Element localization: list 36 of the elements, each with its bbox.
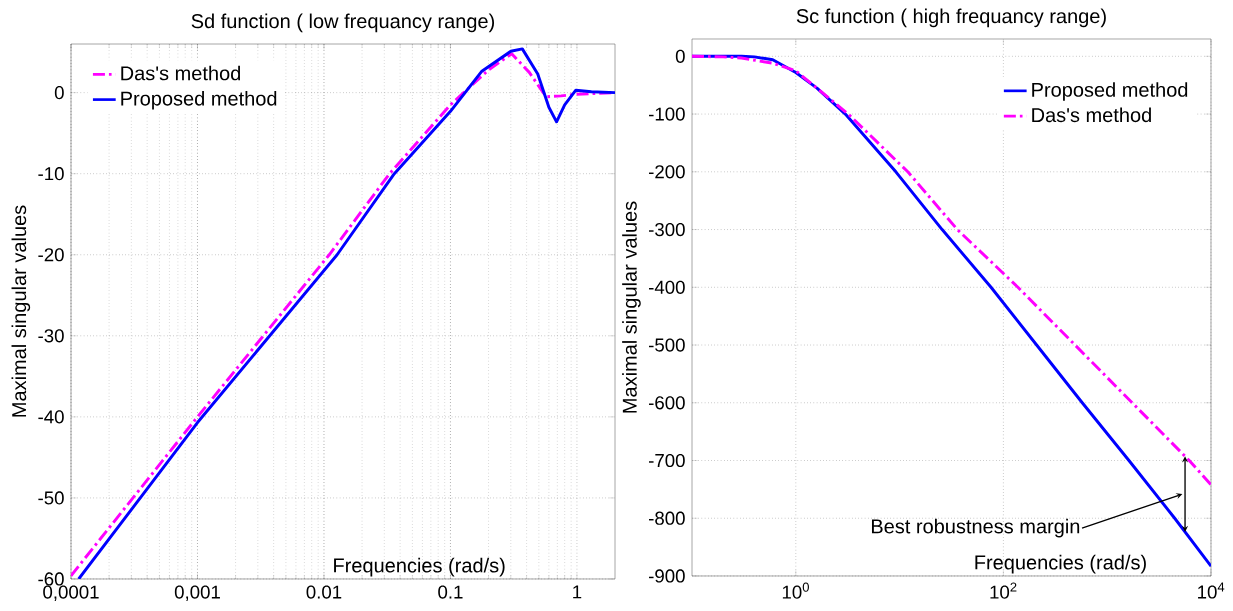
annotation: Best robustness margin (871, 518, 1080, 538)
y-tick-label: -50 (38, 491, 64, 505)
x-tick-label: 0,0001 (43, 585, 99, 601)
x-tick-label: 10$^{0}$ (782, 582, 809, 599)
y-tick-label: -60 (38, 572, 64, 586)
x-tick-label: 0,001 (174, 585, 220, 601)
y-tick-label: -700 (648, 453, 685, 468)
y-tick-label: -300 (648, 222, 685, 237)
y-axis-title: Maximal singular values (11, 205, 31, 417)
legend-label: Proposed method (121, 90, 277, 110)
chart-title: Sc function ( high frequancy range) (796, 8, 1106, 28)
x-tick-label: 0.01 (306, 585, 342, 599)
legend-label: Proposed method (1032, 82, 1188, 101)
x-tick-label: 10$^{2}$ (990, 582, 1017, 599)
y-tick-label: -500 (648, 338, 685, 352)
x-tick-label: 1 (573, 585, 582, 599)
y-tick-label: -20 (38, 248, 64, 262)
y-tick-label: 0 (54, 86, 64, 100)
y-tick-label: -900 (648, 569, 685, 583)
x-tick-label: 10$^{4}$ (1198, 582, 1225, 599)
y-tick-label: -30 (38, 329, 64, 343)
x-axis-title: Frequencies (rad/s) (975, 554, 1146, 574)
y-tick-label: -200 (648, 165, 685, 179)
x-axis-title: Frequencies (rad/s) (334, 557, 505, 577)
legend-label: Das's method (1032, 107, 1151, 123)
y-tick-label: -100 (648, 107, 685, 121)
x-tick-label: 0.1 (438, 585, 463, 599)
y-axis-title: Maximal singular values (622, 201, 641, 413)
y-tick-label: -600 (648, 396, 685, 410)
y-tick-label: 0 (675, 49, 685, 63)
y-tick-label: -800 (648, 511, 685, 525)
legend-label: Das's method (121, 65, 241, 81)
chart-title: Sd function ( low frequancy range) (191, 13, 495, 33)
y-tick-label: -400 (648, 280, 685, 294)
y-tick-label: -10 (38, 167, 64, 181)
y-tick-label: -40 (38, 410, 64, 424)
